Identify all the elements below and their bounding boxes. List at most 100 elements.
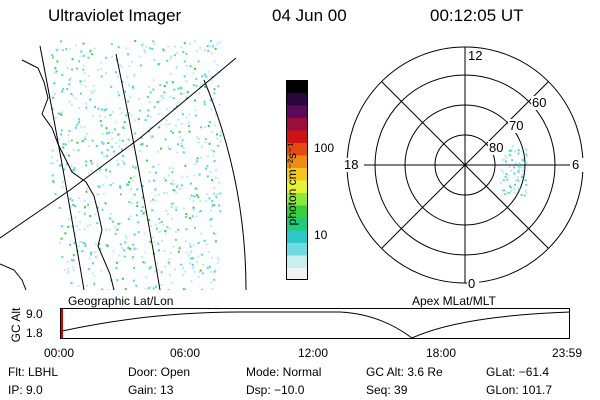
emission-pixel	[214, 124, 217, 127]
emission-pixel	[144, 262, 147, 264]
polar-emission-pixel	[513, 172, 516, 175]
emission-pixel	[199, 200, 202, 202]
mlt-label-12: 12	[468, 48, 482, 63]
emission-pixel	[93, 275, 96, 278]
emission-pixel	[146, 96, 149, 98]
emission-pixel	[61, 255, 64, 258]
emission-pixel	[171, 167, 174, 170]
emission-pixel	[137, 221, 140, 224]
emission-pixel	[126, 183, 128, 186]
colorbar-band	[286, 105, 308, 118]
latitude-line	[0, 57, 237, 239]
emission-pixel	[85, 284, 88, 287]
emission-pixel	[86, 225, 89, 228]
emission-pixel	[90, 169, 93, 172]
emission-pixel	[63, 168, 66, 171]
emission-pixel	[189, 245, 192, 248]
emission-pixel	[176, 105, 178, 108]
emission-pixel	[195, 84, 198, 87]
emission-pixel	[170, 130, 173, 133]
emission-pixel	[127, 100, 130, 103]
emission-pixel	[84, 138, 87, 141]
emission-pixel	[166, 226, 169, 229]
emission-pixel	[58, 138, 61, 141]
emission-pixel	[96, 164, 99, 167]
emission-pixel	[93, 282, 96, 285]
emission-pixel	[148, 171, 151, 174]
emission-pixel	[80, 240, 83, 243]
emission-pixel	[190, 257, 192, 260]
emission-pixel	[152, 79, 155, 82]
emission-pixel	[157, 163, 160, 166]
emission-pixel	[63, 154, 66, 157]
polar-emission-pixel	[514, 179, 517, 182]
emission-pixel	[109, 184, 112, 187]
emission-pixel	[203, 49, 206, 52]
polar-emission-pixel	[503, 158, 506, 161]
emission-pixel	[163, 191, 166, 194]
emission-pixel	[77, 149, 80, 152]
emission-pixel	[209, 99, 212, 102]
emission-pixel	[141, 206, 144, 209]
emission-pixel	[68, 100, 71, 103]
emission-pixel	[92, 262, 94, 265]
emission-pixel	[140, 143, 142, 146]
emission-pixel	[88, 257, 91, 260]
emission-pixel	[153, 240, 156, 243]
glat-info: GLat: −61.4	[486, 365, 550, 379]
polar-emission-pixel	[508, 166, 511, 169]
emission-pixel	[210, 149, 213, 152]
emission-pixel	[80, 83, 83, 86]
polar-emission-pixel	[518, 163, 521, 165]
emission-pixel	[212, 97, 215, 100]
longitude-line-1	[39, 45, 85, 290]
emission-pixel	[169, 72, 172, 75]
emission-pixel	[163, 97, 165, 100]
emission-pixel	[131, 145, 134, 148]
emission-pixel	[196, 157, 199, 160]
polar-emission-pixel	[518, 168, 520, 171]
emission-pixel	[204, 73, 206, 76]
emission-pixel	[87, 268, 90, 271]
emission-pixel	[120, 247, 123, 250]
emission-pixel	[213, 232, 215, 235]
emission-pixel	[212, 154, 215, 157]
emission-pixel	[192, 200, 195, 203]
emission-pixel	[88, 51, 91, 54]
emission-pixel	[132, 86, 135, 89]
emission-pixel	[205, 167, 207, 170]
emission-pixel	[56, 60, 59, 63]
emission-pixel	[100, 269, 103, 272]
emission-pixel	[99, 120, 102, 123]
emission-pixel	[188, 262, 191, 265]
colorbar-band	[286, 117, 308, 131]
emission-pixel	[207, 49, 210, 52]
emission-pixel	[129, 215, 132, 218]
emission-pixel	[195, 160, 198, 163]
emission-pixel	[174, 124, 177, 127]
emission-pixel	[94, 106, 96, 108]
apex-coord-label: Apex MLat/MLT	[412, 294, 496, 308]
emission-pixel	[196, 135, 199, 138]
emission-pixel	[74, 97, 77, 100]
emission-pixel	[153, 106, 156, 109]
polar-emission-pixel	[521, 173, 524, 176]
emission-pixel	[96, 222, 99, 225]
emission-pixel	[140, 255, 143, 258]
emission-pixel	[121, 80, 124, 83]
polar-emission-pixel	[524, 189, 527, 192]
emission-pixel	[62, 88, 65, 91]
emission-pixel	[208, 121, 211, 124]
emission-pixel	[68, 48, 71, 51]
emission-pixel	[213, 278, 216, 281]
emission-pixel	[53, 71, 56, 74]
emission-pixel	[118, 94, 121, 97]
emission-pixel	[76, 123, 79, 126]
emission-pixel	[195, 194, 198, 197]
emission-pixel	[156, 101, 159, 104]
emission-pixel	[79, 220, 81, 223]
emission-pixel	[97, 206, 100, 209]
polar-emission-pixel	[519, 165, 522, 168]
emission-pixel	[67, 134, 70, 136]
emission-pixel	[206, 266, 209, 269]
